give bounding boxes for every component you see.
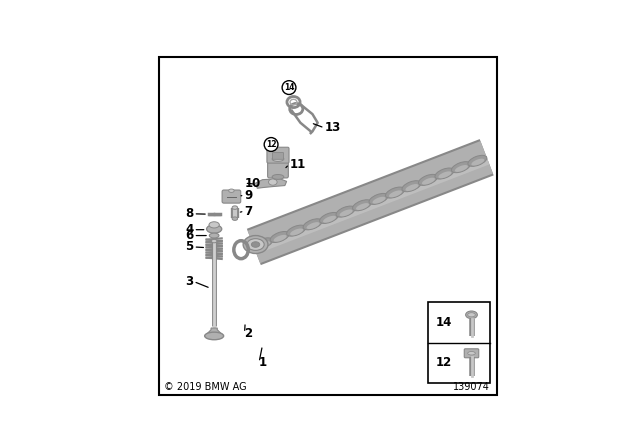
Ellipse shape [468, 352, 476, 355]
Ellipse shape [435, 168, 454, 179]
Ellipse shape [209, 222, 220, 228]
Text: 14: 14 [284, 83, 294, 92]
Text: 13: 13 [324, 121, 341, 134]
Ellipse shape [270, 232, 289, 242]
Ellipse shape [232, 206, 237, 209]
Polygon shape [205, 328, 223, 336]
Ellipse shape [253, 238, 273, 249]
Bar [428, 302, 490, 383]
Ellipse shape [209, 233, 219, 238]
Ellipse shape [319, 212, 339, 224]
Ellipse shape [438, 171, 451, 178]
Ellipse shape [406, 184, 419, 191]
Ellipse shape [451, 162, 470, 172]
Text: 11: 11 [289, 158, 306, 171]
Text: 12: 12 [436, 357, 452, 370]
Text: 139074: 139074 [453, 382, 490, 392]
Text: 10: 10 [244, 177, 260, 190]
Text: © 2019 BMW AG: © 2019 BMW AG [164, 382, 247, 392]
Text: 8: 8 [185, 207, 193, 220]
Ellipse shape [353, 200, 371, 211]
Ellipse shape [274, 235, 287, 242]
Ellipse shape [402, 181, 421, 192]
Ellipse shape [257, 241, 270, 248]
Ellipse shape [389, 190, 402, 197]
Ellipse shape [228, 189, 234, 193]
Ellipse shape [466, 311, 477, 319]
Ellipse shape [323, 216, 336, 223]
FancyBboxPatch shape [268, 157, 289, 178]
Text: 6: 6 [185, 229, 193, 242]
Ellipse shape [303, 219, 322, 230]
Ellipse shape [232, 217, 237, 220]
Ellipse shape [336, 206, 355, 217]
Text: 3: 3 [186, 275, 193, 288]
Text: 14: 14 [436, 316, 452, 329]
Ellipse shape [468, 313, 476, 317]
Text: 2: 2 [244, 327, 253, 340]
FancyBboxPatch shape [464, 349, 479, 358]
Ellipse shape [356, 203, 369, 210]
Ellipse shape [422, 178, 435, 185]
FancyBboxPatch shape [222, 190, 241, 203]
Ellipse shape [340, 210, 353, 216]
Ellipse shape [287, 225, 305, 236]
Ellipse shape [369, 194, 388, 204]
Circle shape [264, 138, 278, 151]
Text: 4: 4 [185, 223, 193, 236]
Text: 7: 7 [244, 205, 253, 218]
Ellipse shape [252, 242, 260, 247]
Text: 12: 12 [266, 140, 276, 149]
Ellipse shape [211, 239, 217, 243]
Ellipse shape [471, 159, 484, 166]
Circle shape [282, 81, 296, 95]
Ellipse shape [307, 222, 319, 229]
Ellipse shape [205, 332, 223, 340]
Ellipse shape [273, 146, 276, 149]
Ellipse shape [455, 165, 468, 172]
Text: 5: 5 [185, 241, 193, 254]
FancyBboxPatch shape [267, 147, 289, 163]
FancyBboxPatch shape [273, 152, 284, 159]
Ellipse shape [385, 187, 404, 198]
Ellipse shape [419, 174, 437, 185]
Ellipse shape [272, 174, 284, 179]
Ellipse shape [207, 225, 221, 233]
Ellipse shape [290, 228, 303, 235]
Ellipse shape [468, 155, 487, 166]
Ellipse shape [269, 179, 277, 185]
Ellipse shape [243, 236, 268, 254]
Text: 9: 9 [244, 189, 253, 202]
Text: 1: 1 [259, 356, 267, 369]
Ellipse shape [272, 156, 284, 161]
Ellipse shape [247, 239, 264, 250]
Ellipse shape [372, 197, 385, 204]
Polygon shape [255, 179, 287, 188]
